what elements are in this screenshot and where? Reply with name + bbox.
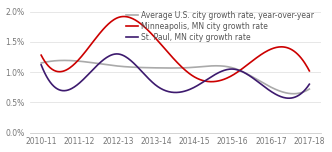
St. Paul, MN city growth rate bbox=[307, 83, 311, 85]
Minneapolis, MN city growth rate bbox=[40, 56, 44, 58]
St. Paul, MN city growth rate bbox=[283, 97, 287, 99]
Minneapolis, MN city growth rate bbox=[307, 70, 311, 72]
Legend: Average U.S. city growth rate, year-over-year, Minneapolis, MN city growth rate,: Average U.S. city growth rate, year-over… bbox=[124, 8, 317, 45]
St. Paul, MN city growth rate bbox=[204, 79, 208, 81]
Average U.S. city growth rate, year-over-year bbox=[204, 65, 208, 67]
Average U.S. city growth rate, year-over-year bbox=[39, 62, 43, 64]
Average U.S. city growth rate, year-over-year bbox=[62, 59, 66, 61]
Minneapolis, MN city growth rate bbox=[199, 79, 203, 81]
Average U.S. city growth rate, year-over-year bbox=[199, 66, 203, 68]
St. Paul, MN city growth rate bbox=[115, 53, 119, 55]
St. Paul, MN city growth rate bbox=[200, 82, 204, 84]
Minneapolis, MN city growth rate bbox=[267, 49, 271, 51]
Minneapolis, MN city growth rate bbox=[204, 80, 208, 82]
St. Paul, MN city growth rate bbox=[266, 88, 270, 90]
Minneapolis, MN city growth rate bbox=[39, 54, 43, 56]
Average U.S. city growth rate, year-over-year bbox=[200, 66, 204, 67]
Line: Average U.S. city growth rate, year-over-year: Average U.S. city growth rate, year-over… bbox=[41, 60, 309, 94]
Minneapolis, MN city growth rate bbox=[122, 16, 126, 17]
Average U.S. city growth rate, year-over-year bbox=[291, 93, 295, 95]
Line: Minneapolis, MN city growth rate: Minneapolis, MN city growth rate bbox=[41, 17, 309, 82]
St. Paul, MN city growth rate bbox=[40, 66, 44, 68]
Average U.S. city growth rate, year-over-year bbox=[307, 88, 311, 90]
St. Paul, MN city growth rate bbox=[199, 83, 203, 84]
Average U.S. city growth rate, year-over-year bbox=[283, 92, 287, 94]
St. Paul, MN city growth rate bbox=[287, 97, 291, 99]
Minneapolis, MN city growth rate bbox=[200, 79, 204, 81]
Minneapolis, MN city growth rate bbox=[284, 47, 288, 48]
Line: St. Paul, MN city growth rate: St. Paul, MN city growth rate bbox=[41, 54, 309, 98]
Average U.S. city growth rate, year-over-year bbox=[40, 62, 44, 64]
Minneapolis, MN city growth rate bbox=[209, 81, 213, 83]
St. Paul, MN city growth rate bbox=[39, 64, 43, 66]
Average U.S. city growth rate, year-over-year bbox=[266, 85, 270, 87]
